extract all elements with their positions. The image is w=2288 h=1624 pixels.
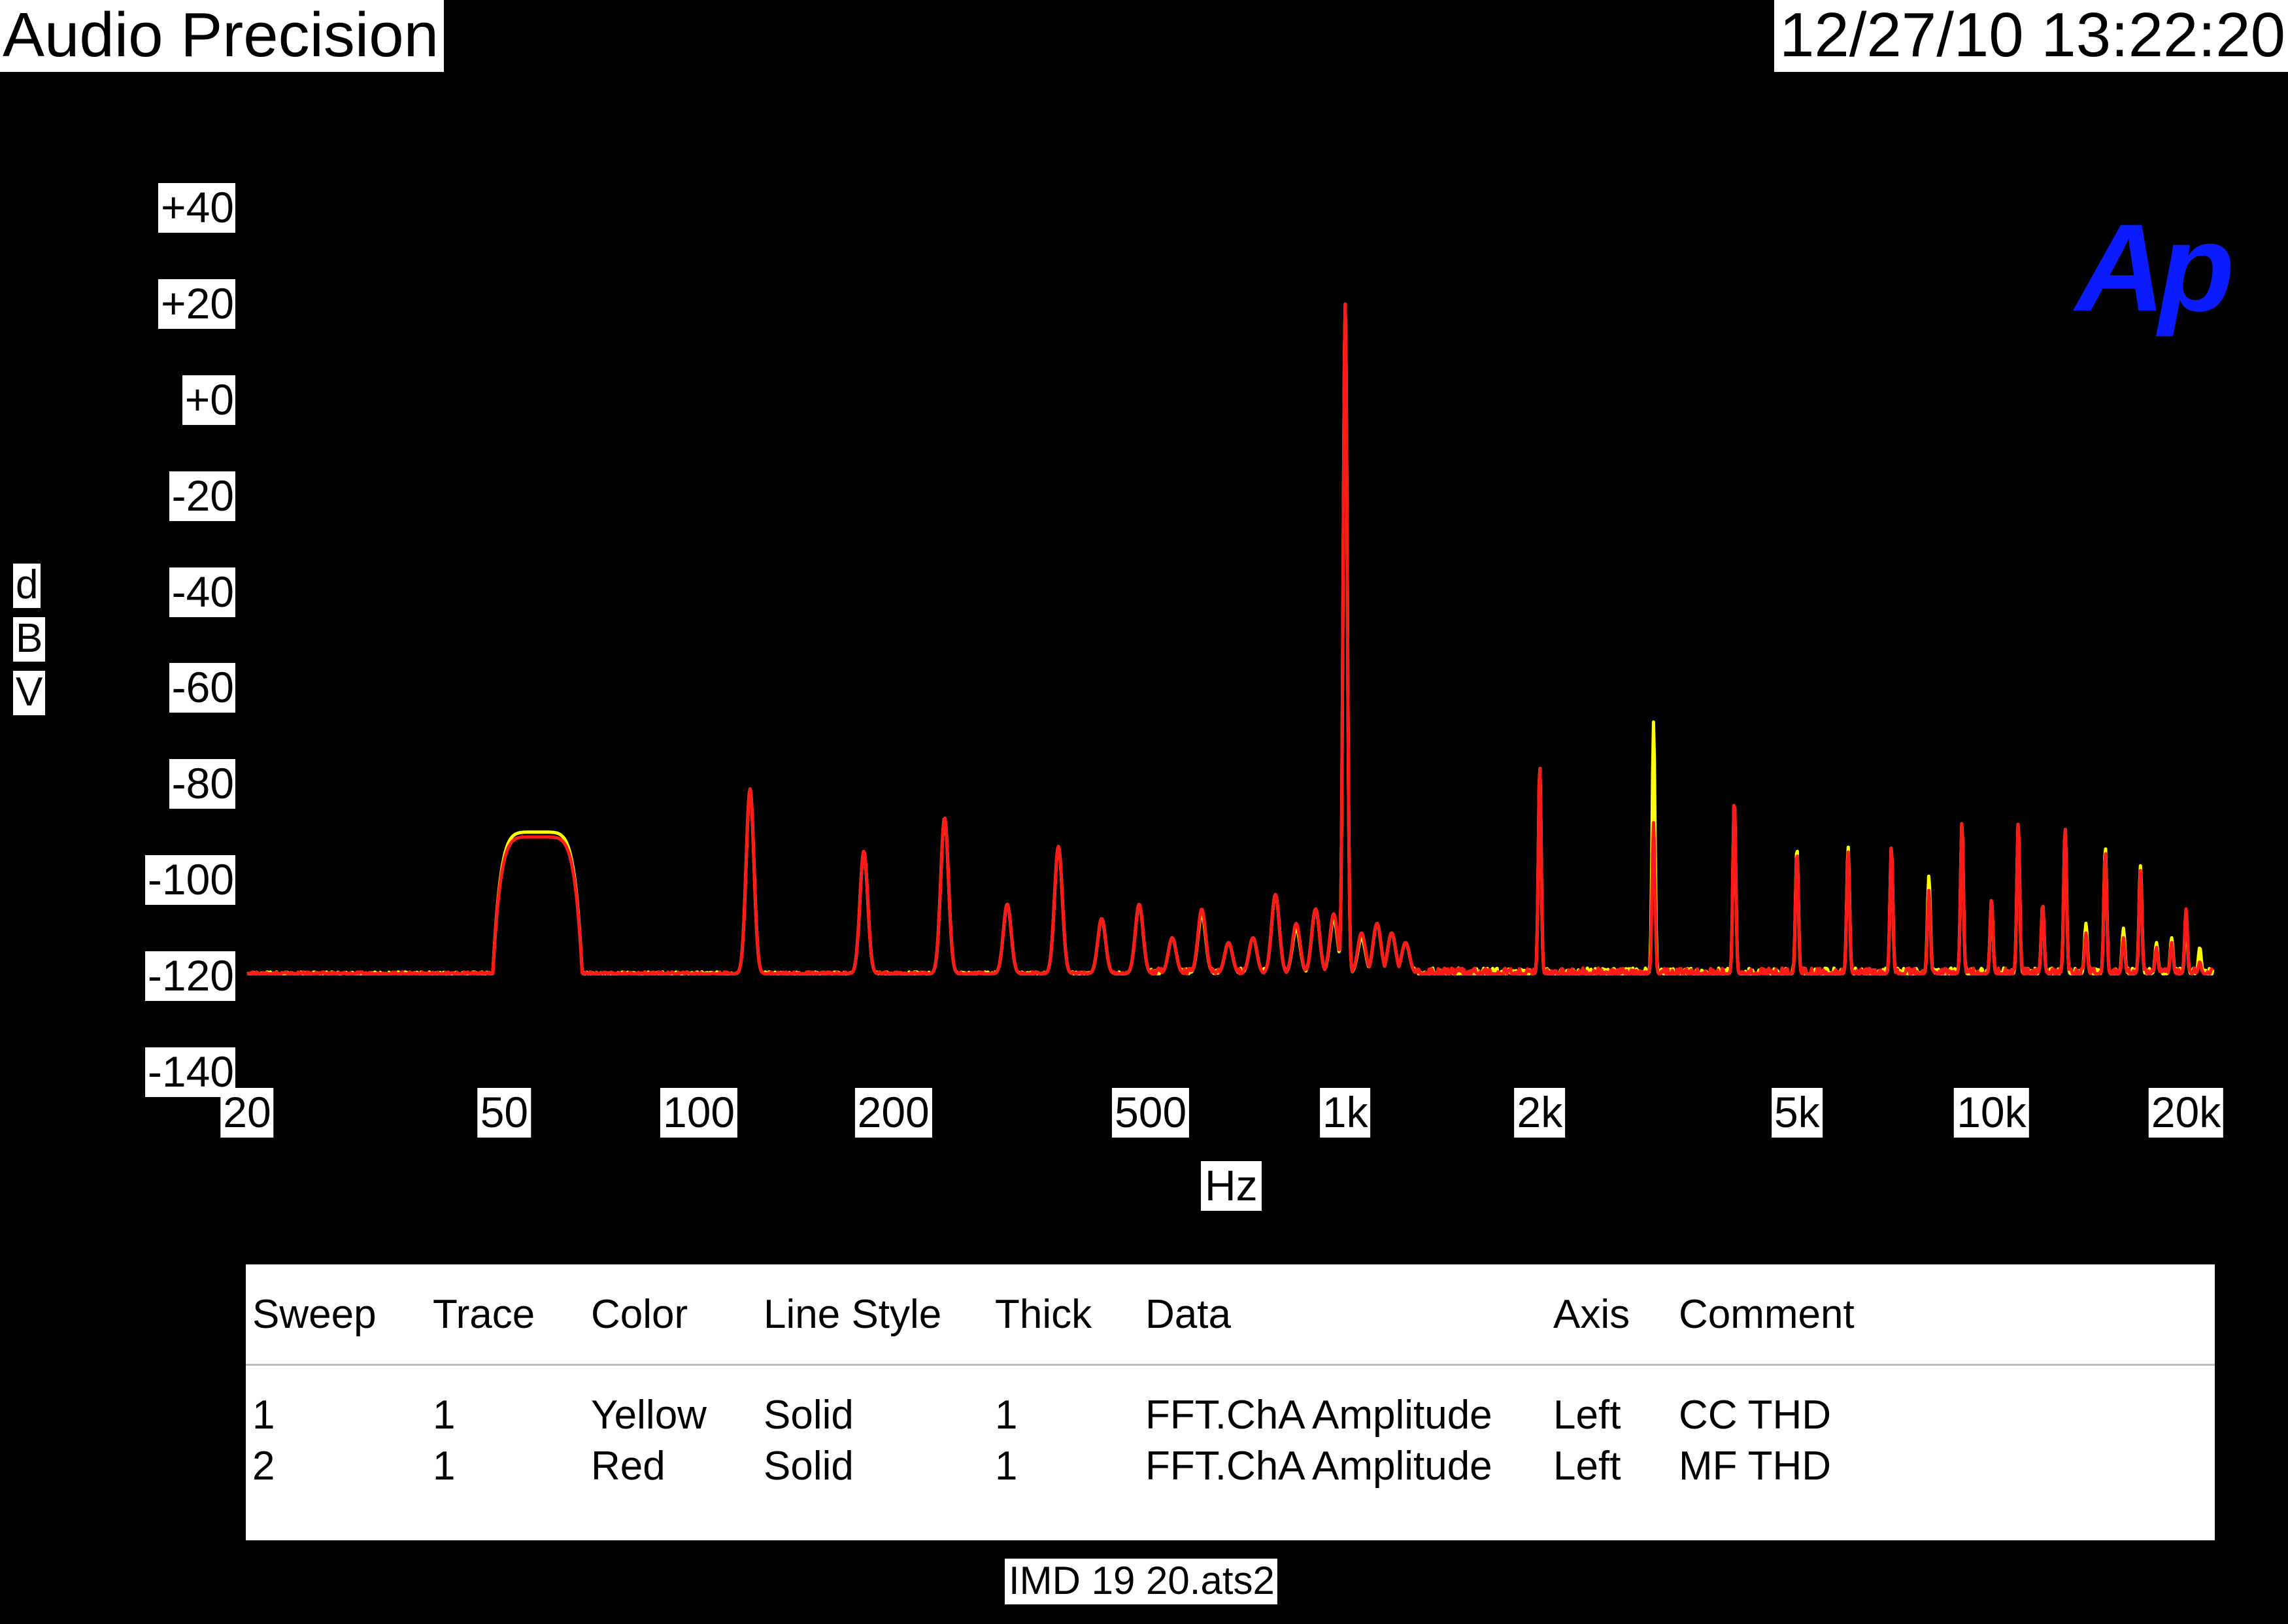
legend-cell: FFT.ChA Amplitude [1145, 1393, 1492, 1438]
legend-row: 1 1 Yellow Solid 1 FFT.ChA Amplitude Lef… [246, 1395, 2215, 1442]
legend-cell: Left [1553, 1444, 1621, 1489]
legend-col-sweep: Sweep [252, 1292, 377, 1337]
y-tick-label: +20 [158, 279, 235, 329]
app-title: Audio Precision [0, 0, 445, 72]
legend-cell: 1 [995, 1393, 1018, 1438]
legend-divider [246, 1364, 2215, 1366]
y-tick-label: +40 [158, 183, 235, 233]
legend-cell: 1 [433, 1393, 456, 1438]
x-tick-label: 10k [1954, 1088, 2029, 1138]
legend-col-axis: Axis [1553, 1292, 1630, 1337]
legend-cell: 1 [433, 1444, 456, 1489]
legend-cell: Red [591, 1444, 665, 1489]
legend-cell: CC THD [1679, 1393, 1832, 1438]
y-tick-label: -140 [144, 1047, 235, 1097]
legend-cell: 1 [995, 1444, 1018, 1489]
x-tick-label: 2k [1514, 1088, 1566, 1138]
x-tick-label: 200 [854, 1088, 932, 1138]
legend-col-line-style: Line Style [764, 1292, 942, 1337]
y-tick-label: -100 [144, 855, 235, 905]
timestamp: 12/27/10 13:22:20 [1774, 0, 2288, 72]
legend-cell: Left [1553, 1393, 1621, 1438]
y-tick-label: -20 [169, 471, 235, 521]
legend-cell: FFT.ChA Amplitude [1145, 1444, 1492, 1489]
y-tick-label: -60 [169, 663, 235, 713]
y-tick-label: -80 [169, 759, 235, 809]
file-name: IMD 19 20.ats2 [1005, 1559, 1277, 1604]
y-tick-label: -40 [169, 567, 235, 617]
y-axis-title-b: B [13, 617, 46, 662]
x-tick-label: 5k [1771, 1088, 1823, 1138]
y-tick-label: -120 [144, 951, 235, 1002]
y-axis-title-v: V [13, 671, 46, 715]
y-tick-label: +0 [182, 375, 235, 425]
x-tick-label: 20k [2148, 1088, 2224, 1138]
legend-col-trace: Trace [433, 1292, 535, 1337]
legend-col-color: Color [591, 1292, 688, 1337]
x-axis-title: Hz [1201, 1161, 1262, 1211]
legend-cell: Solid [764, 1393, 854, 1438]
series-line-sweep-1 [246, 302, 2215, 975]
legend-table: Sweep Trace Color Line Style Thick Data … [246, 1264, 2215, 1540]
legend-cell: Yellow [591, 1393, 707, 1438]
x-tick-label: 20 [220, 1088, 274, 1138]
legend-row: 2 1 Red Solid 1 FFT.ChA Amplitude Left M… [246, 1446, 2215, 1493]
legend-col-data: Data [1145, 1292, 1231, 1337]
legend-cell: 2 [252, 1444, 275, 1489]
legend-col-comment: Comment [1679, 1292, 1855, 1337]
y-axis-title-d: d [13, 564, 41, 608]
legend-col-thick: Thick [995, 1292, 1092, 1337]
legend-cell: Solid [764, 1444, 854, 1489]
x-tick-label: 100 [660, 1088, 738, 1138]
trace-group [246, 302, 2215, 975]
series-line-sweep-2 [246, 302, 2214, 975]
x-tick-label: 50 [477, 1088, 531, 1138]
legend-header-row: Sweep Trace Color Line Style Thick Data … [246, 1294, 2215, 1342]
x-tick-label: 500 [1112, 1088, 1190, 1138]
ap-logo: Ap [2076, 199, 2234, 337]
legend-cell: 1 [252, 1393, 275, 1438]
legend-cell: MF THD [1679, 1444, 1832, 1489]
x-tick-label: 1k [1319, 1088, 1371, 1138]
